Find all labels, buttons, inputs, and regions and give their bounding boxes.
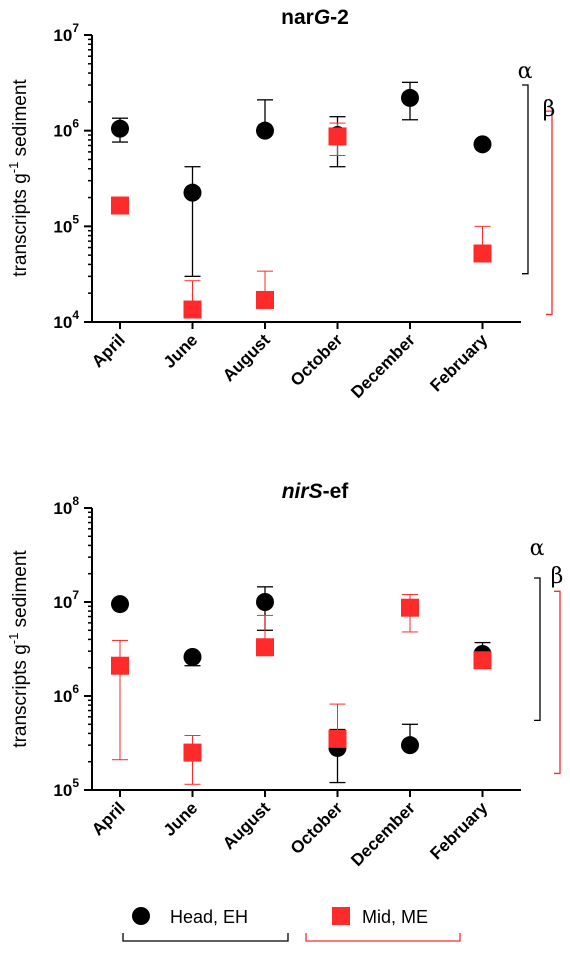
y-label-text: transcripts g [10, 173, 31, 276]
legend: Head, EH Mid, ME [122, 907, 461, 942]
legend-label: Mid, ME [362, 907, 428, 927]
title-suffix: -2 [330, 6, 349, 29]
y-label-text: transcripts g [10, 644, 31, 747]
data-point-head [256, 593, 274, 611]
y-tick-base: 10 [53, 313, 72, 332]
y-tick-base: 10 [53, 687, 72, 706]
legend-label: Head, EH [170, 907, 248, 927]
y-tick-base: 10 [53, 217, 72, 236]
x-tick-label: April [88, 330, 129, 371]
data-point-mid [183, 300, 202, 319]
y-tick-base: 10 [53, 593, 72, 612]
legend-marker-head [132, 907, 150, 925]
data-point-head [256, 121, 274, 140]
y-tick-label: 106 [53, 117, 79, 141]
significance-bracket [534, 577, 541, 722]
y-tick-base: 10 [53, 499, 72, 518]
x-tick-label: February [426, 330, 491, 395]
y-label-sup: -1 [6, 633, 21, 645]
significance-bracket [546, 110, 553, 316]
data-point-head [401, 88, 419, 107]
data-point-mid [473, 651, 492, 670]
y-tick-label: 108 [53, 494, 79, 518]
y-label-sup: -1 [6, 162, 21, 174]
y-tick-exp: 5 [72, 776, 79, 790]
data-point-mid [473, 244, 492, 263]
data-point-mid [111, 196, 129, 215]
y-tick-exp: 4 [72, 308, 79, 322]
y-tick-label: 104 [53, 308, 79, 332]
y-tick-exp: 6 [72, 682, 79, 696]
data-point-head [401, 736, 419, 755]
y-label-text-end: sediment [10, 79, 31, 162]
significance-label: β [543, 97, 556, 122]
data-point-mid [111, 656, 129, 675]
data-point-mid [328, 729, 347, 748]
data-point-head [111, 595, 129, 614]
x-tick-label: December [347, 330, 419, 402]
significance-label: α [518, 59, 533, 84]
y-label-text-end: sediment [10, 550, 31, 633]
data-point-head [473, 135, 492, 154]
y-tick-label: 105 [53, 212, 79, 236]
title-prefix: nar [281, 6, 314, 29]
y-tick-exp: 7 [72, 588, 79, 602]
x-tick-label: June [160, 798, 201, 839]
y-tick-label: 107 [53, 588, 79, 612]
significance-bracket [554, 590, 561, 775]
data-point-mid [401, 598, 419, 617]
chart-title: nirS-ef [282, 480, 350, 503]
data-point-mid [256, 638, 274, 657]
data-point-head [111, 119, 129, 138]
x-tick-label: October [287, 798, 347, 858]
x-tick-label: December [347, 798, 419, 870]
data-point-mid [328, 127, 347, 146]
chart-title: narG-2 [281, 6, 349, 29]
legend-bracket [122, 933, 289, 942]
x-tick-label: April [88, 798, 129, 839]
x-tick-label: February [426, 798, 491, 863]
y-tick-exp: 8 [72, 494, 79, 508]
data-point-mid [256, 290, 274, 309]
y-tick-label: 106 [53, 682, 79, 706]
y-tick-exp: 7 [72, 21, 79, 35]
title-italic: nirS [282, 480, 323, 503]
y-tick-exp: 6 [72, 117, 79, 131]
y-tick-exp: 5 [72, 212, 79, 226]
legend-marker-mid [332, 907, 350, 925]
significance-label: α [530, 536, 545, 561]
x-tick-label: June [160, 330, 201, 371]
x-tick-label: August [219, 798, 274, 853]
y-tick-base: 10 [53, 781, 72, 800]
data-point-head [183, 647, 202, 666]
significance-bracket [522, 84, 529, 275]
y-axis-label: transcripts g-1 sediment [6, 550, 31, 748]
data-point-mid [183, 743, 202, 762]
significance-label: β [551, 564, 564, 589]
title-suffix: -ef [323, 480, 350, 503]
y-tick-base: 10 [53, 26, 72, 45]
legend-bracket [305, 933, 461, 942]
y-tick-label: 105 [53, 776, 79, 800]
y-tick-label: 107 [53, 21, 79, 45]
x-tick-label: October [287, 330, 347, 390]
x-tick-label: August [219, 330, 274, 385]
y-axis-label: transcripts g-1 sediment [6, 79, 31, 277]
y-tick-base: 10 [53, 122, 72, 141]
title-italic: G [314, 6, 330, 29]
data-point-head [183, 183, 202, 202]
